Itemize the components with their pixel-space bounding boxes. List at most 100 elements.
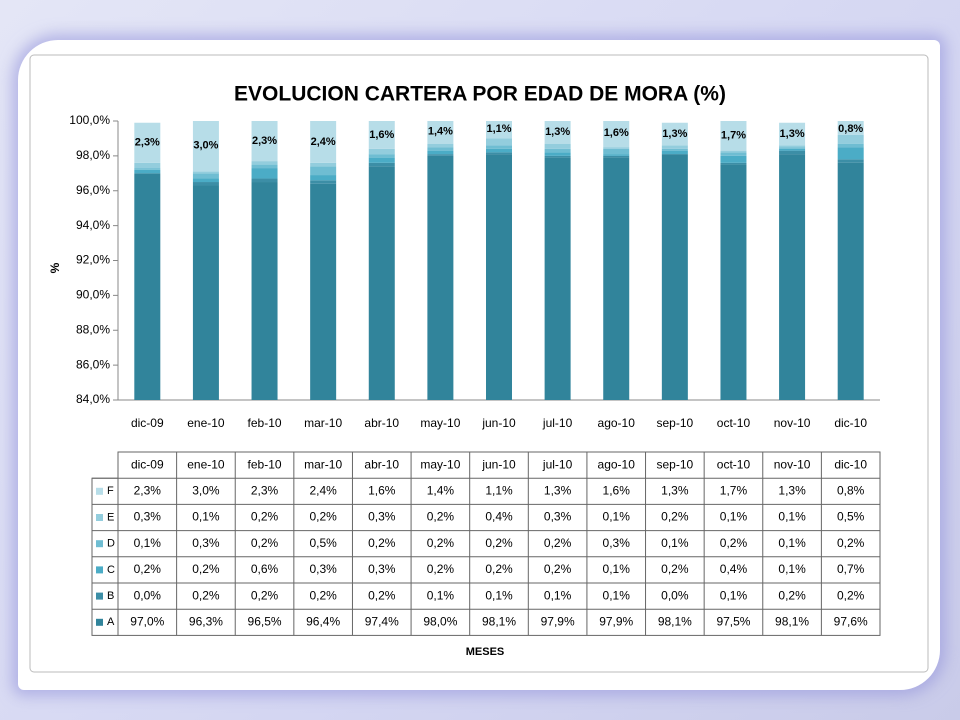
bar-segment [134, 162, 161, 169]
table-cell: 0,2% [661, 562, 689, 576]
data-label: 1,1% [486, 123, 511, 135]
y-tick-label: 100,0% [69, 113, 110, 127]
x-tick-label: jul-10 [542, 416, 573, 430]
table-cell: 0,4% [485, 510, 513, 524]
table-header: dic-10 [834, 457, 867, 471]
bar-segment [837, 121, 864, 135]
table-cell: 0,3% [603, 536, 631, 550]
legend-swatch [96, 540, 103, 548]
table-cell: 0,1% [778, 536, 806, 550]
x-tick-label: abr-10 [364, 416, 399, 430]
x-tick-label: jun-10 [481, 416, 516, 430]
bar-segment [486, 138, 512, 146]
table-cell: 2,3% [251, 483, 279, 497]
table-cell: 97,5% [716, 614, 750, 628]
bar-segment [192, 171, 219, 174]
table-cell: 0,1% [778, 562, 806, 576]
table-cell: 0,0% [134, 588, 162, 602]
table-header: jun-10 [481, 457, 516, 471]
bar-segment [251, 164, 278, 169]
table-cell: 0,7% [837, 562, 865, 576]
table-cell: 98,1% [482, 614, 516, 628]
x-tick-label: feb-10 [248, 416, 282, 430]
data-label: 2,3% [135, 137, 160, 149]
bar-segment [368, 148, 395, 155]
legend-label: D [107, 538, 115, 550]
data-label: 1,6% [369, 129, 394, 141]
bar-segment [779, 148, 806, 151]
bar-segment [544, 143, 571, 149]
table-cell: 0,1% [603, 588, 631, 602]
table-cell: 0,0% [661, 588, 689, 602]
table-cell: 0,1% [778, 510, 806, 524]
bar-segment [251, 182, 278, 400]
table-cell: 0,2% [309, 588, 337, 602]
data-label: 2,3% [252, 135, 277, 147]
bar-segment [544, 152, 571, 156]
y-tick-label: 92,0% [76, 253, 110, 267]
table-cell: 0,2% [544, 562, 572, 576]
bar-segment [837, 162, 864, 400]
y-tick-label: 90,0% [76, 288, 110, 302]
legend-swatch [96, 592, 103, 600]
bar-segment [310, 175, 337, 181]
table-cell: 0,5% [309, 536, 337, 550]
table-cell: 97,0% [130, 614, 164, 628]
bar-segment [134, 168, 161, 170]
table-cell: 0,2% [837, 536, 865, 550]
table-cell: 0,2% [427, 510, 455, 524]
bar-segment [368, 154, 395, 158]
x-tick-label: dic-10 [834, 416, 867, 430]
x-tick-label: mar-10 [304, 416, 342, 430]
bar-segment [720, 150, 747, 153]
bar-segment [427, 147, 454, 151]
table-cell: 0,6% [251, 562, 279, 576]
table-cell: 0,3% [134, 510, 162, 524]
legend-swatch [96, 618, 103, 626]
bar-segment [544, 157, 571, 400]
bar-segment [134, 173, 161, 400]
bar-segment [486, 145, 512, 149]
table-header: nov-10 [774, 457, 811, 471]
bar-segment [603, 154, 630, 156]
table-cell: 0,1% [427, 588, 455, 602]
table-cell: 1,3% [778, 483, 806, 497]
y-axis-label: % [48, 262, 62, 273]
bar-segment [310, 180, 337, 184]
table-cell: 0,3% [368, 510, 396, 524]
table-cell: 98,1% [658, 614, 692, 628]
bar-segment [544, 121, 571, 144]
table-header: may-10 [420, 457, 460, 471]
bar-segment [251, 178, 278, 183]
data-label: 3,0% [193, 139, 218, 151]
bar-segment [603, 147, 630, 149]
legend-swatch [96, 566, 103, 574]
y-tick-label: 96,0% [76, 183, 110, 197]
bar-segment [661, 145, 688, 149]
table-header: sep-10 [656, 457, 693, 471]
bar-segment [544, 155, 571, 158]
table-cell: 0,2% [778, 588, 806, 602]
table-cell: 0,1% [603, 562, 631, 576]
bar-segment [251, 168, 278, 179]
bar-segment [661, 148, 688, 151]
table-cell: 96,4% [306, 614, 340, 628]
data-label: 1,4% [428, 125, 453, 137]
table-cell: 0,3% [309, 562, 337, 576]
y-tick-label: 86,0% [76, 357, 110, 371]
bar-segment [310, 166, 337, 176]
bar-segment [310, 183, 337, 400]
bar-segment [134, 169, 161, 174]
table-cell: 0,2% [134, 562, 162, 576]
table-header: oct-10 [717, 457, 751, 471]
bar-segment [720, 152, 747, 156]
table-cell: 98,1% [775, 614, 809, 628]
table-header: mar-10 [304, 457, 342, 471]
bar-segment [486, 121, 512, 139]
bar-segment [779, 122, 806, 146]
table-cell: 2,3% [134, 483, 162, 497]
bar-segment [192, 185, 219, 400]
legend-label: F [107, 485, 114, 497]
table-cell: 97,9% [599, 614, 633, 628]
